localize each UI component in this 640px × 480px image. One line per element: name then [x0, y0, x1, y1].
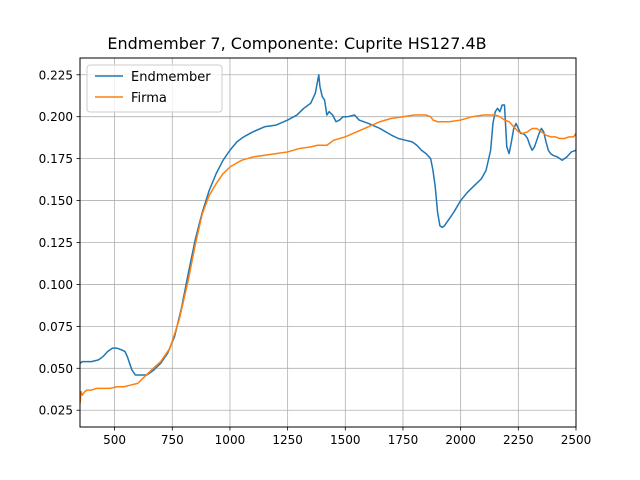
legend-label: Firma: [131, 91, 167, 106]
y-tick-label: 0.225: [39, 68, 73, 82]
y-tick-label: 0.050: [39, 362, 73, 376]
axes: 500 750 1000 1250 1500 1750 2000 2250 2500 0.025 0…: [39, 68, 592, 447]
y-tick-label: 0.075: [39, 320, 73, 334]
chart-title: Endmember 7, Componente: Cuprite HS127.4…: [107, 34, 486, 53]
y-tick-label: 0.100: [39, 278, 73, 292]
y-tick-label: 0.175: [39, 152, 73, 166]
x-tick-label: 2250: [503, 433, 534, 447]
legend-label: Endmember: [131, 70, 211, 85]
y-tick-label: 0.025: [39, 404, 73, 418]
y-tick-label: 0.200: [39, 110, 73, 124]
y-tick-label: 0.150: [39, 194, 73, 208]
legend: Endmember Firma: [86, 64, 223, 113]
x-tick-label: 1500: [330, 433, 361, 447]
y-tick-label: 0.125: [39, 236, 73, 250]
x-tick-label: 1250: [272, 433, 303, 447]
x-tick-label: 750: [161, 433, 184, 447]
x-tick-label: 2000: [445, 433, 476, 447]
x-tick-label: 1750: [388, 433, 419, 447]
series-line-firma: [80, 114, 576, 404]
series-layer: [80, 74, 576, 404]
x-tick-label: 2500: [561, 433, 592, 447]
x-tick-label: 1000: [215, 433, 246, 447]
x-tick-label: 500: [103, 433, 126, 447]
